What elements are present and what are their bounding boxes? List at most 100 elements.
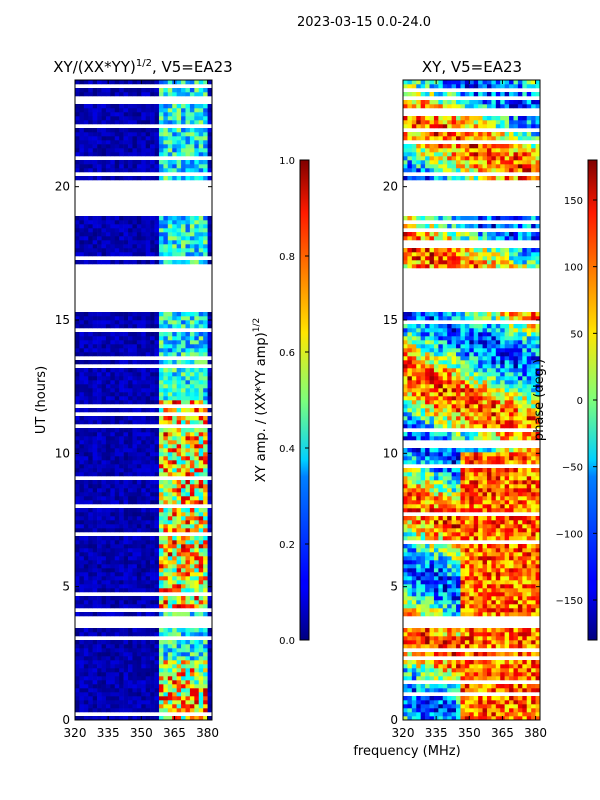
heatmap-cell	[442, 688, 448, 693]
heatmap-cell	[464, 676, 470, 681]
heatmap-cell	[189, 508, 195, 513]
heatmap-cell	[478, 548, 483, 553]
heatmap-cell	[522, 640, 528, 645]
heatmap-cell	[535, 604, 541, 609]
heatmap-row	[75, 672, 213, 677]
heatmap-cell	[420, 684, 426, 689]
heatmap-cell	[97, 324, 102, 329]
heatmap-cell	[136, 472, 142, 477]
heatmap-cell	[495, 708, 501, 713]
heatmap-cell	[416, 664, 421, 669]
heatmap-cell	[189, 236, 195, 241]
heatmap-cell	[442, 716, 448, 721]
heatmap-cell	[150, 528, 155, 533]
heatmap-cell	[167, 656, 173, 661]
heatmap-cell	[119, 540, 124, 545]
heatmap-cell	[75, 348, 80, 353]
heatmap-cell	[198, 488, 204, 493]
heatmap-cell	[451, 652, 457, 657]
heatmap-cell	[517, 592, 523, 597]
heatmap-cell	[97, 672, 102, 677]
heatmap-cell	[425, 564, 430, 569]
heatmap-cell	[172, 520, 177, 525]
heatmap-cell	[438, 712, 444, 717]
heatmap-cell	[172, 456, 177, 461]
heatmap-cell	[119, 148, 124, 153]
heatmap-cell	[522, 612, 528, 617]
heatmap-cell	[123, 488, 129, 493]
heatmap-cell	[447, 596, 452, 601]
heatmap-cell	[176, 656, 182, 661]
heatmap-cell	[154, 696, 160, 701]
heatmap-cell	[433, 536, 439, 541]
heatmap-cell	[207, 652, 213, 657]
heatmap-cell	[150, 516, 155, 521]
heatmap-cell	[469, 568, 475, 573]
heatmap-cell	[92, 688, 98, 693]
heatmap-cell	[185, 632, 191, 637]
heatmap-cell	[535, 636, 541, 641]
heatmap-cell	[150, 384, 155, 389]
heatmap-cell	[79, 140, 85, 145]
heatmap-cell	[83, 372, 89, 377]
heatmap-cell	[132, 128, 138, 133]
heatmap-cell	[447, 572, 452, 577]
heatmap-cell	[88, 88, 93, 93]
heatmap-cell	[176, 428, 182, 433]
heatmap-cell	[185, 248, 191, 253]
heatmap-cell	[158, 220, 164, 225]
heatmap-cell	[101, 380, 107, 385]
heatmap-cell	[469, 600, 475, 605]
heatmap-cell	[189, 400, 195, 405]
heatmap-cell	[110, 440, 116, 445]
heatmap-cell	[411, 652, 417, 657]
heatmap-cell	[181, 508, 186, 513]
heatmap-cell	[167, 340, 173, 345]
heatmap-cell	[203, 664, 208, 669]
heatmap-cell	[105, 236, 111, 241]
heatmap-cell	[158, 400, 164, 405]
heatmap-cell	[500, 676, 505, 681]
heatmap-cell	[150, 632, 155, 637]
heatmap-cell	[509, 660, 514, 665]
heatmap-cell	[105, 332, 111, 337]
heatmap-cell	[456, 676, 461, 681]
heatmap-cell	[141, 224, 147, 229]
heatmap-cell	[83, 472, 89, 477]
heatmap-cell	[79, 544, 85, 549]
heatmap-cell	[416, 580, 421, 585]
heatmap-cell	[194, 236, 200, 241]
heatmap-cell	[97, 456, 102, 461]
heatmap-cell	[114, 568, 120, 573]
heatmap-cell	[185, 228, 191, 233]
heatmap-cell	[517, 600, 523, 605]
heatmap-cell	[181, 676, 186, 681]
heatmap-cell	[154, 408, 160, 413]
heatmap-cell	[207, 560, 213, 565]
heatmap-cell	[119, 416, 124, 421]
heatmap-cell	[172, 612, 177, 617]
heatmap-cell	[101, 508, 107, 513]
heatmap-cell	[486, 564, 492, 569]
heatmap-cell	[141, 528, 147, 533]
heatmap-cell	[128, 564, 133, 569]
heatmap-cell	[92, 480, 98, 485]
heatmap-cell	[167, 428, 173, 433]
heatmap-cell	[119, 500, 124, 505]
heatmap-cell	[438, 688, 444, 693]
heatmap-cell	[145, 488, 151, 493]
heatmap-cell	[469, 652, 475, 657]
heatmap-cell	[83, 360, 89, 365]
heatmap-cell	[185, 384, 191, 389]
heatmap-cell	[123, 248, 129, 253]
heatmap-cell	[123, 572, 129, 577]
heatmap-cell	[141, 136, 147, 141]
heatmap-cell	[416, 688, 421, 693]
heatmap-cell	[194, 120, 200, 125]
heatmap-cell	[136, 680, 142, 685]
heatmap-cell	[136, 380, 142, 385]
x-tick-label: 335	[97, 726, 120, 740]
heatmap-cell	[185, 376, 191, 381]
heatmap-cell	[167, 684, 173, 689]
heatmap-cell	[92, 536, 98, 541]
